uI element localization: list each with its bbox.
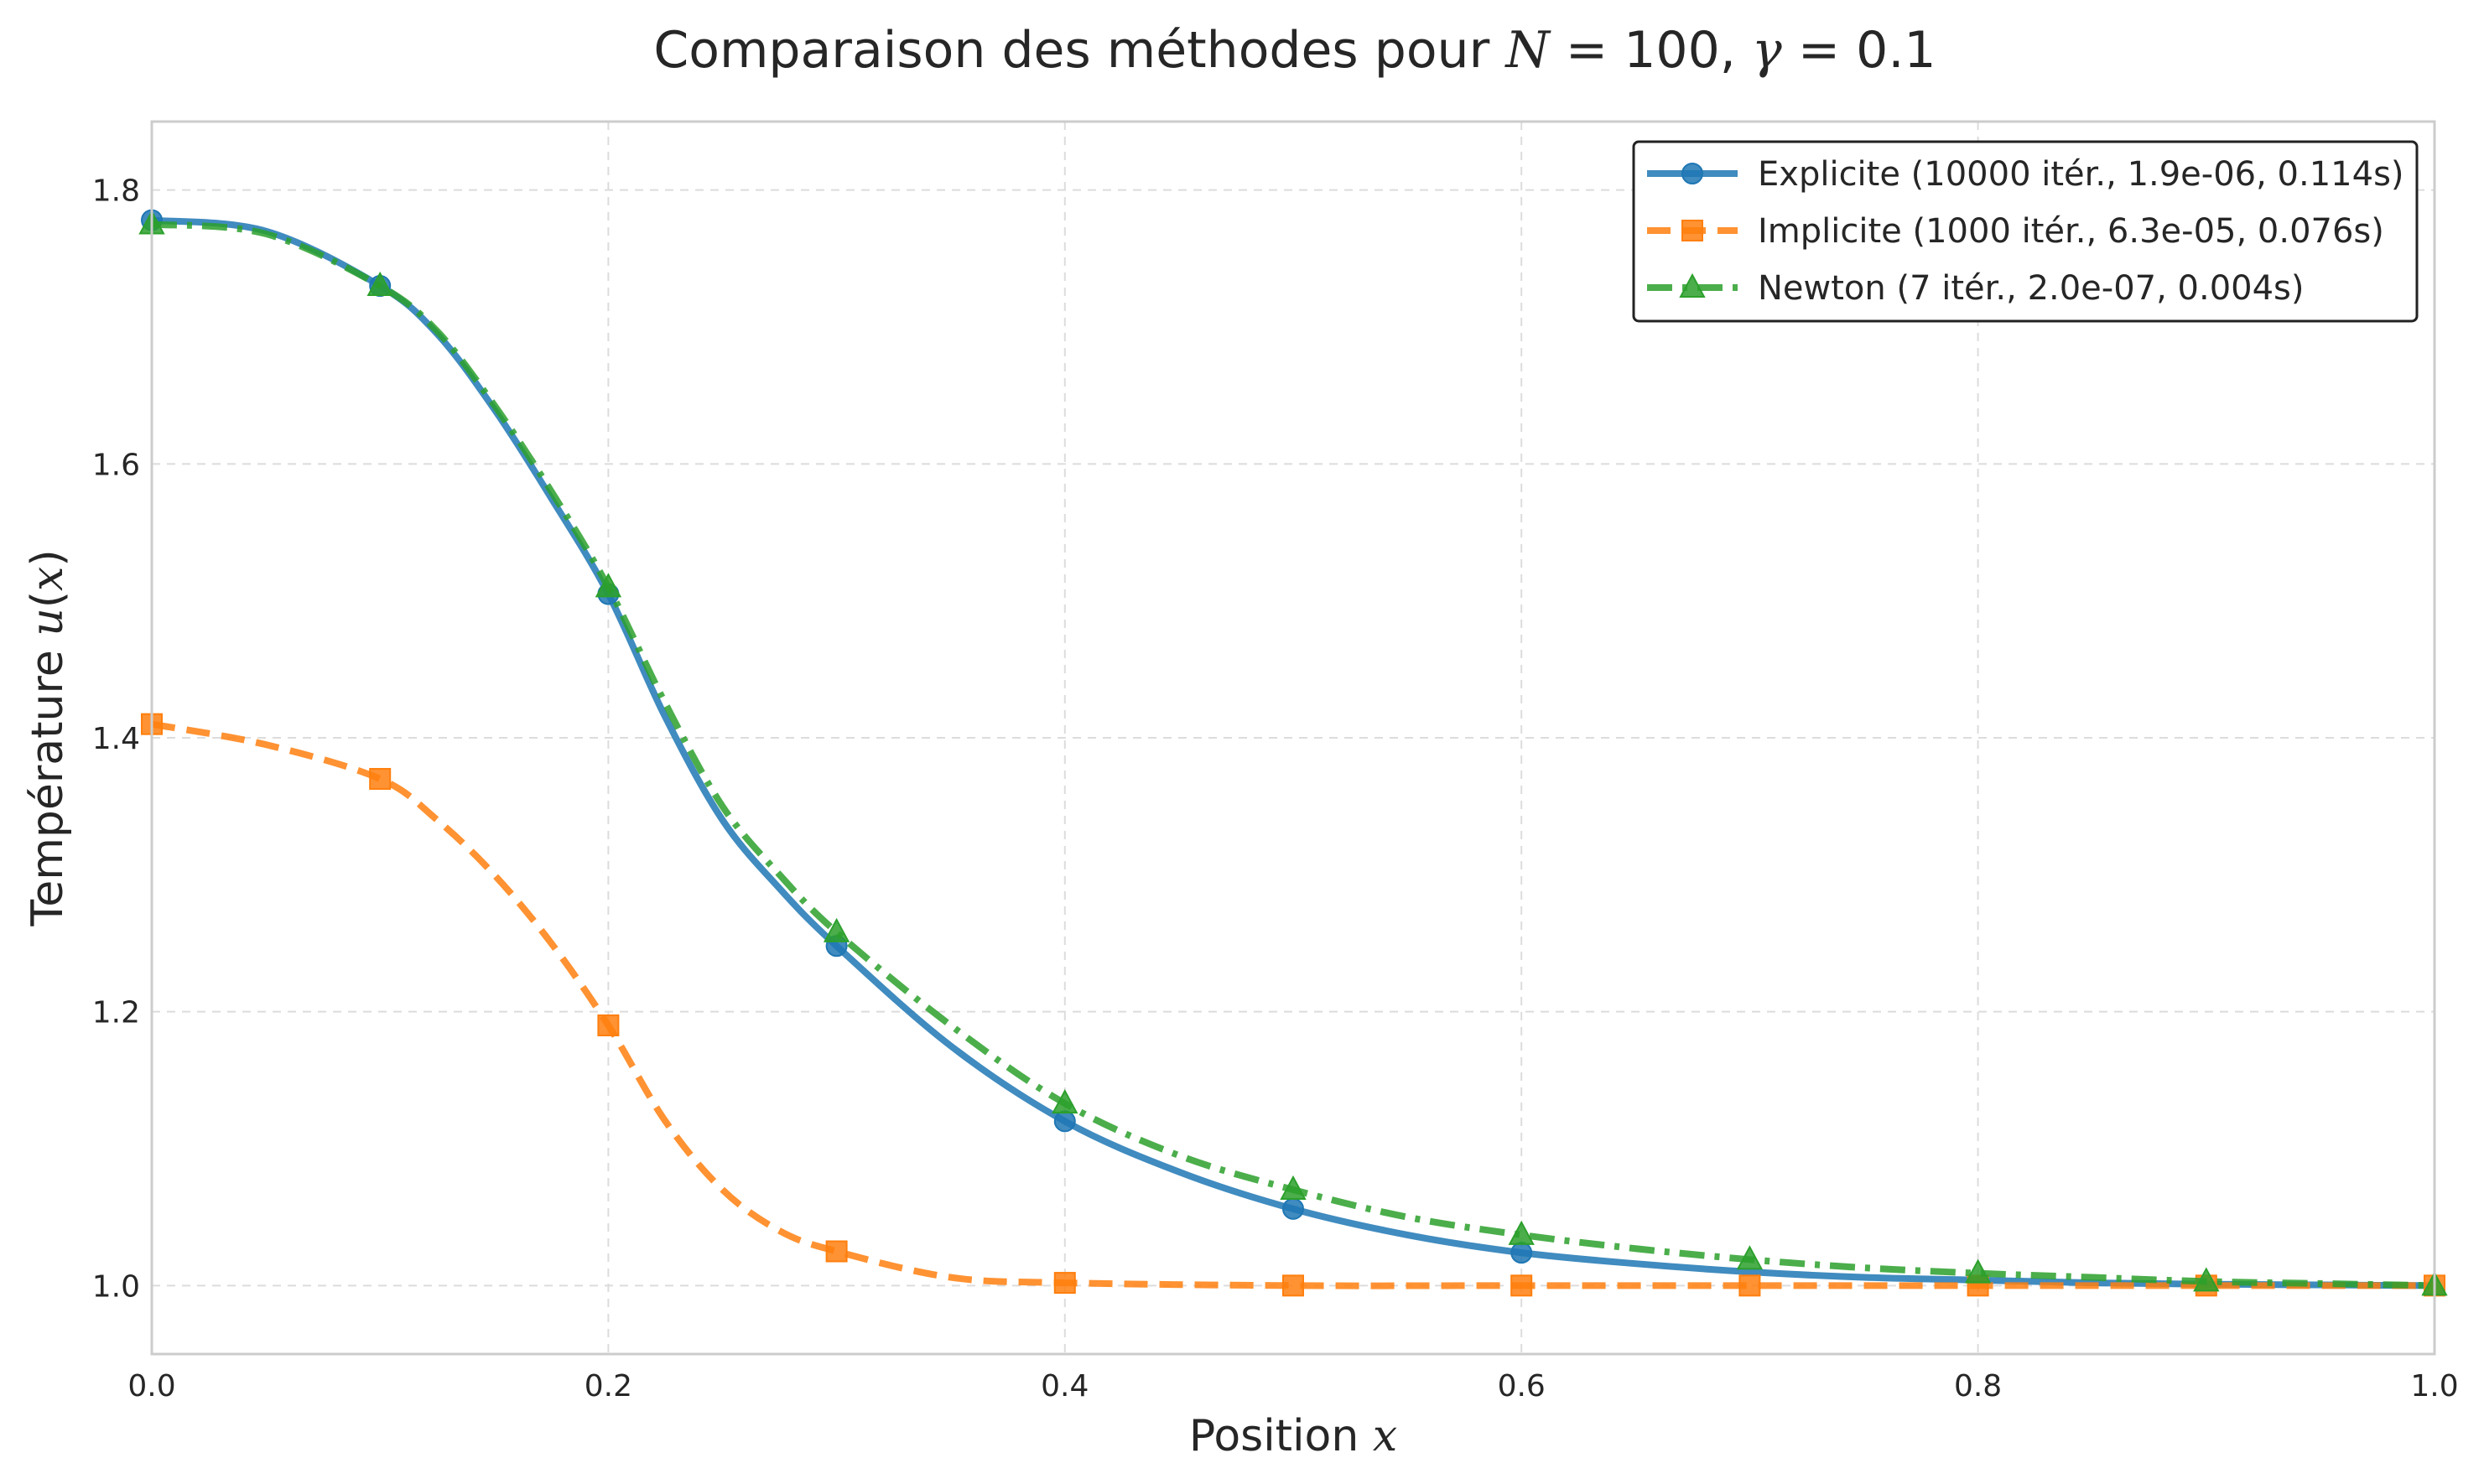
- y-tick-label: 1.0: [92, 1269, 140, 1304]
- x-tick-label: 0.4: [1041, 1369, 1089, 1404]
- plot-frame: [150, 120, 2436, 1356]
- y-axis-label-arg: x: [23, 567, 73, 591]
- title-prefix: Comparaison des méthodes pour: [653, 21, 1505, 80]
- legend-entry: Newton (7 itér., 2.0e-07, 0.004s): [1647, 269, 2305, 308]
- y-tick-labels: 1.0 1.2 1.4 1.6 1.8: [92, 174, 140, 1305]
- legend-marker: [1681, 220, 1703, 241]
- legend-label: Explicite (10000 itér., 1.9e-06, 0.114s): [1758, 155, 2404, 194]
- data-point: [369, 768, 392, 790]
- plot-area: [138, 120, 2448, 1356]
- data-point: [1282, 1274, 1304, 1297]
- data-point: [597, 1014, 620, 1036]
- title-gamma-equals: = 0.1: [1782, 21, 1936, 80]
- y-axis-label-text: Température: [23, 636, 73, 927]
- data-point: [1510, 1242, 1533, 1264]
- data-point: [1053, 1110, 1076, 1133]
- data-point: [1508, 1220, 1535, 1245]
- data-point: [1964, 1258, 1992, 1284]
- data-point: [1280, 1175, 1307, 1200]
- y-tick-label: 1.4: [92, 722, 140, 756]
- data-point: [2193, 1267, 2220, 1292]
- y-tick-label: 1.6: [92, 448, 140, 482]
- x-tick-labels: 0.0 0.2 0.4 0.6 0.8 1.0: [127, 1369, 2458, 1404]
- x-axis-label: Position x: [1189, 1411, 1397, 1461]
- y-axis-label-symbol: u: [23, 608, 73, 636]
- y-axis-label: Température u(x): [23, 549, 73, 926]
- series-line: [151, 720, 2435, 1289]
- data-point: [1053, 1272, 1076, 1295]
- x-tick-label: 0.6: [1498, 1369, 1546, 1404]
- title-n-equals: = 100,: [1550, 21, 1752, 80]
- x-tick-label: 0.8: [1954, 1369, 2002, 1404]
- data-point: [1282, 1197, 1304, 1220]
- y-axis-label-close: ): [23, 549, 73, 566]
- data-point: [1510, 1274, 1533, 1297]
- legend-box: [1632, 140, 2419, 323]
- title-n-symbol: N: [1504, 21, 1551, 80]
- legend-entry: Explicite (10000 itér., 1.9e-06, 0.114s): [1647, 155, 2404, 194]
- y-tick-label: 1.2: [92, 996, 140, 1030]
- legend-marker: [1679, 272, 1706, 298]
- legend-entry: Implicite (1000 itér., 6.3e-05, 0.076s): [1647, 212, 2384, 251]
- x-tick-label: 0.2: [585, 1369, 632, 1404]
- data-point: [595, 573, 622, 598]
- legend-label: Newton (7 itér., 2.0e-07, 0.004s): [1758, 269, 2305, 308]
- data-point: [366, 271, 393, 296]
- series-triangle: [138, 210, 2448, 1296]
- data-point: [1736, 1245, 1764, 1270]
- data-point: [1738, 1274, 1761, 1297]
- series-layer: [138, 209, 2448, 1297]
- legend: Explicite (10000 itér., 1.9e-06, 0.114s)…: [1632, 140, 2419, 323]
- x-axis-label-symbol: x: [1373, 1411, 1397, 1461]
- legend-label: Implicite (1000 itér., 6.3e-05, 0.076s): [1758, 212, 2384, 251]
- y-axis-label-open: (: [23, 591, 73, 608]
- legend-entries: Explicite (10000 itér., 1.9e-06, 0.114s)…: [1647, 155, 2404, 308]
- x-axis-label-text: Position: [1189, 1411, 1373, 1461]
- x-tick-label: 1.0: [2410, 1369, 2458, 1404]
- data-point: [825, 1240, 848, 1263]
- chart-title: Comparaison des méthodes pour N = 100, γ…: [653, 21, 1936, 80]
- y-tick-label: 1.8: [92, 174, 140, 209]
- title-gamma-symbol: γ: [1752, 21, 1782, 80]
- data-point: [823, 917, 850, 942]
- data-point: [1052, 1088, 1078, 1114]
- legend-marker: [1681, 163, 1703, 184]
- x-tick-label: 0.0: [127, 1369, 175, 1404]
